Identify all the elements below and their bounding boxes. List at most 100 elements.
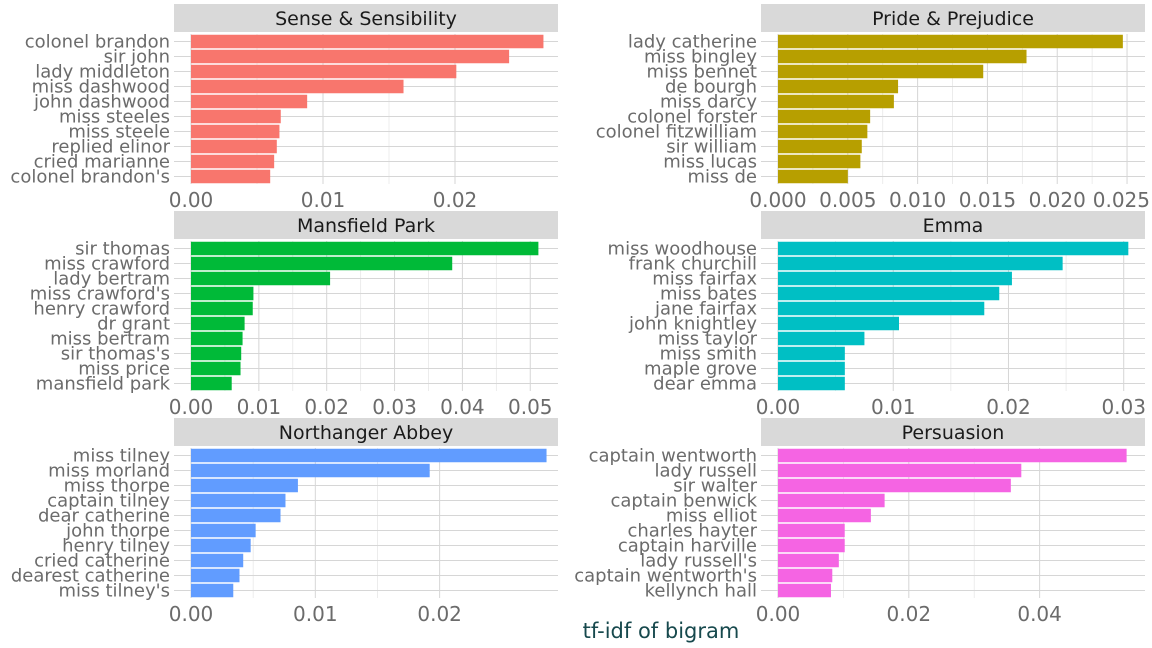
bar	[191, 256, 453, 271]
category-label: frank churchill	[629, 254, 757, 275]
category-label: miss smith	[660, 344, 757, 365]
category-label: captain wentworth's	[574, 566, 757, 587]
x-tick-label: 0.00	[756, 395, 801, 419]
panel-strip	[761, 418, 1145, 446]
x-tick-label: 0.00	[169, 188, 214, 212]
bar	[191, 241, 539, 256]
category-label: miss steeles	[59, 107, 170, 128]
x-tick-label: 0.01	[237, 395, 282, 419]
bar	[191, 154, 275, 169]
bar	[778, 538, 845, 553]
bar	[778, 286, 1000, 301]
bar	[191, 448, 547, 463]
category-label: john dashwood	[33, 92, 170, 113]
category-label: cried catherine	[34, 551, 170, 572]
bar	[191, 316, 245, 331]
category-label: charles hayter	[627, 521, 757, 542]
category-label: colonel brandon	[25, 32, 170, 53]
x-tick-label: 0.005	[819, 188, 876, 212]
bar	[191, 478, 298, 493]
panel-title: Persuasion	[902, 422, 1005, 444]
bar	[191, 109, 281, 124]
bar	[191, 508, 281, 523]
bar	[191, 553, 244, 568]
x-tick-label: 0.02	[433, 188, 478, 212]
category-label: kellynch hall	[645, 581, 757, 602]
panel-strip	[174, 211, 558, 239]
category-label: miss crawford	[44, 254, 170, 275]
x-axis-label: tf-idf of bigram	[583, 619, 740, 643]
bar	[191, 568, 240, 583]
bar	[191, 463, 430, 478]
x-tick-label: 0.00	[169, 602, 214, 626]
bar	[778, 568, 833, 583]
x-tick-label: 0.03	[372, 395, 417, 419]
category-label: replied elinor	[51, 137, 170, 158]
x-tick-label: 0.00	[169, 395, 214, 419]
category-label: john thorpe	[65, 521, 170, 542]
bar	[778, 139, 862, 154]
category-label: colonel brandon's	[10, 167, 170, 188]
bar	[191, 94, 308, 109]
bar	[191, 64, 457, 79]
bar	[778, 49, 1027, 64]
bar	[778, 463, 1022, 478]
bar	[191, 79, 404, 94]
bar	[778, 109, 871, 124]
category-label: dear emma	[653, 374, 757, 395]
category-label: captain wentworth	[589, 446, 757, 467]
bar	[778, 124, 868, 139]
category-label: miss steele	[68, 122, 170, 143]
category-label: john knightley	[628, 314, 757, 335]
x-tick-label: 0.02	[304, 395, 349, 419]
x-tick-label: 0.020	[1029, 188, 1086, 212]
category-label: captain harville	[618, 536, 757, 557]
x-tick-label: 0.02	[887, 602, 932, 626]
category-label: dear catherine	[38, 506, 170, 527]
bar	[191, 331, 243, 346]
bar	[191, 376, 232, 391]
category-label: sir thomas	[75, 239, 170, 260]
bar	[191, 301, 253, 316]
panel-strip	[761, 211, 1145, 239]
category-label: miss morland	[48, 461, 170, 482]
bar	[778, 316, 899, 331]
panel-strip	[174, 4, 558, 32]
category-label: lady russell's	[640, 551, 757, 572]
category-label: jane fairfax	[654, 299, 757, 320]
bar	[778, 331, 865, 346]
category-label: dr grant	[97, 314, 170, 335]
bar	[778, 169, 848, 184]
category-label: lady russell	[655, 461, 757, 482]
category-label: colonel forster	[627, 107, 757, 128]
panel-title: Emma	[923, 215, 984, 237]
bar	[778, 448, 1127, 463]
bar	[191, 34, 544, 49]
category-label: miss thorpe	[64, 476, 170, 497]
category-label: colonel fitzwilliam	[596, 122, 757, 143]
x-tick-label: 0.015	[959, 188, 1016, 212]
category-label: miss de	[687, 167, 757, 188]
bar	[778, 154, 861, 169]
x-tick-label: 0.01	[871, 395, 916, 419]
category-label: sir william	[666, 137, 757, 158]
x-tick-label: 0.03	[1101, 395, 1146, 419]
category-label: lady bertram	[53, 269, 170, 290]
category-label: henry tilney	[62, 536, 170, 557]
category-label: sir walter	[673, 476, 757, 497]
category-label: miss lucas	[663, 152, 757, 173]
category-label: sir thomas's	[61, 344, 170, 365]
category-label: dearest catherine	[11, 566, 170, 587]
bar	[191, 523, 256, 538]
bar	[191, 124, 280, 139]
category-label: henry crawford	[33, 299, 170, 320]
x-tick-label: 0.04	[1017, 602, 1062, 626]
category-label: captain tilney	[47, 491, 170, 512]
bar	[191, 139, 277, 154]
bar	[778, 346, 845, 361]
bar	[778, 79, 899, 94]
bar	[778, 361, 845, 376]
